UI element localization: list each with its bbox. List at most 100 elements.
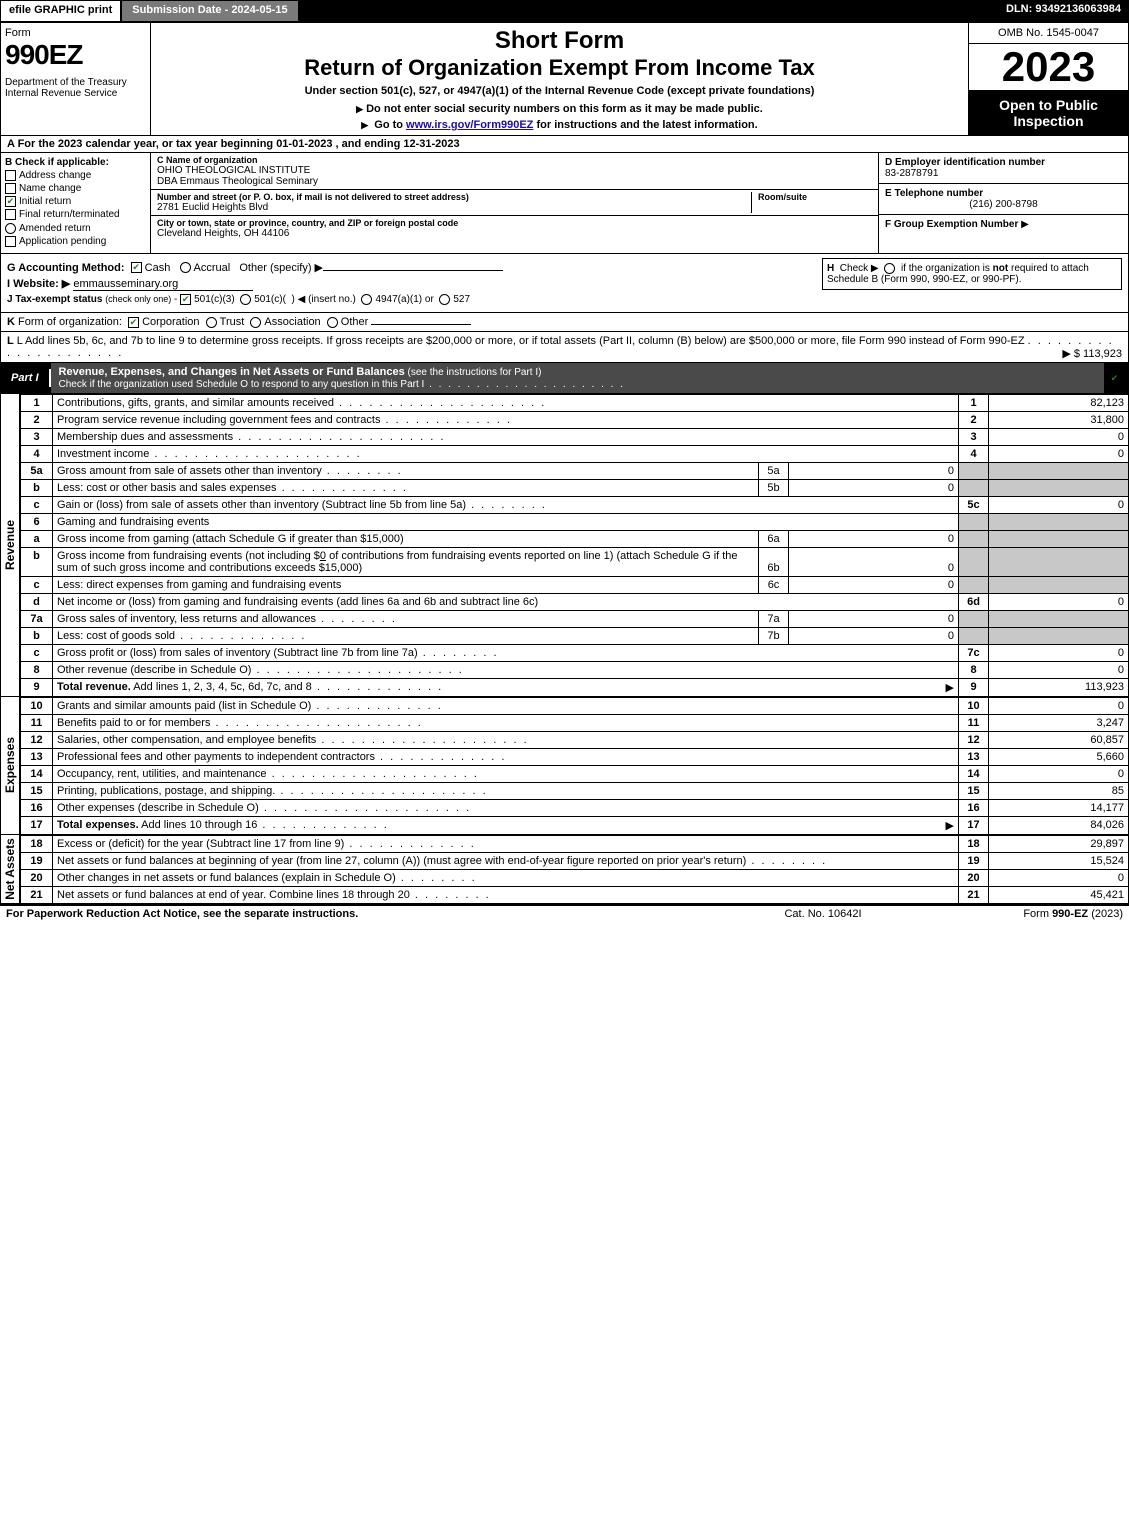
shaded [959, 479, 989, 496]
sub-num: 5b [759, 479, 789, 496]
chk-amended-return[interactable]: Amended return [5, 223, 146, 234]
part-i-sub: (see the instructions for Part I) [405, 367, 542, 378]
line-desc: Net assets or fund balances at beginning… [53, 852, 959, 869]
table-row: bLess: cost of goods sold7b0 [21, 627, 1129, 644]
row-j-tax-exempt: J Tax-exempt status (check only one) - 5… [7, 294, 1122, 305]
form-number: 990EZ [5, 39, 146, 71]
line-ref: 11 [959, 714, 989, 731]
department-label: Department of the Treasury Internal Reve… [5, 77, 146, 99]
line-num: 12 [21, 731, 53, 748]
row-l-gross-receipts: L L Add lines 5b, 6c, and 7b to line 9 t… [0, 332, 1129, 363]
sub-num: 6a [759, 530, 789, 547]
line-val: 3,247 [989, 714, 1129, 731]
efile-print-button[interactable]: efile GRAPHIC print [0, 0, 121, 22]
line-desc: Contributions, gifts, grants, and simila… [53, 394, 959, 411]
expenses-section: Expenses 10Grants and similar amounts pa… [0, 697, 1129, 835]
line-desc: Membership dues and assessments [53, 428, 959, 445]
radio-icon[interactable] [327, 317, 338, 328]
line-val: 84,026 [989, 816, 1129, 834]
sub-val: 0 [789, 462, 959, 479]
sub-val: 0 [789, 610, 959, 627]
i-label: I Website: ▶ [7, 278, 70, 290]
g-other-input[interactable] [323, 270, 503, 271]
table-row: cLess: direct expenses from gaming and f… [21, 576, 1129, 593]
line-ref: 16 [959, 799, 989, 816]
line-num: c [21, 644, 53, 661]
line-val: 0 [989, 765, 1129, 782]
line-ref: 2 [959, 411, 989, 428]
line-desc: Total revenue. Add lines 1, 2, 3, 4, 5c,… [53, 678, 959, 696]
shaded [989, 610, 1129, 627]
section-ghij: G Accounting Method: Cash Accrual Other … [0, 254, 1129, 313]
goto-pre: Go to [374, 119, 406, 131]
radio-icon[interactable] [884, 263, 895, 274]
phone-label: E Telephone number [885, 188, 1122, 199]
table-row: 7aGross sales of inventory, less returns… [21, 610, 1129, 627]
chk-application-pending[interactable]: Application pending [5, 236, 146, 247]
checkbox-icon [5, 170, 16, 181]
header-center: Short Form Return of Organization Exempt… [151, 23, 968, 135]
chk-label: Initial return [19, 196, 71, 207]
checkbox-icon[interactable] [131, 262, 142, 273]
table-row: 13Professional fees and other payments t… [21, 748, 1129, 765]
shaded [959, 547, 989, 576]
line-val: 0 [989, 428, 1129, 445]
radio-icon[interactable] [206, 317, 217, 328]
line-num: 15 [21, 782, 53, 799]
table-row: 19Net assets or fund balances at beginni… [21, 852, 1129, 869]
goto-post: for instructions and the latest informat… [536, 119, 757, 131]
goto-arrow-icon [361, 119, 371, 131]
sub-val: 0 [789, 479, 959, 496]
k-other-input[interactable] [371, 324, 471, 325]
arrow-left-icon: ◀ [298, 294, 306, 305]
radio-icon[interactable] [240, 294, 251, 305]
line-val: 45,421 [989, 886, 1129, 903]
sub-val: 0 [789, 547, 959, 576]
row-h-schedule-b: H Check ▶ if the organization is not req… [822, 258, 1122, 290]
chk-initial-return[interactable]: Initial return [5, 196, 146, 207]
part-i-checkbox[interactable] [1104, 372, 1128, 384]
room-label: Room/suite [758, 192, 872, 202]
chk-name-change[interactable]: Name change [5, 183, 146, 194]
line-val: 31,800 [989, 411, 1129, 428]
g-accrual: Accrual [194, 262, 231, 274]
line-num: 5a [21, 462, 53, 479]
chk-label: Amended return [19, 223, 91, 234]
checkbox-icon[interactable] [128, 317, 139, 328]
checkbox-icon [5, 209, 16, 220]
line-num: 18 [21, 835, 53, 852]
radio-icon[interactable] [439, 294, 450, 305]
radio-icon[interactable] [180, 262, 191, 273]
table-row: bGross income from fundraising events (n… [21, 547, 1129, 576]
line-val: 0 [989, 697, 1129, 714]
shaded [989, 530, 1129, 547]
line-num: 20 [21, 869, 53, 886]
chk-final-return[interactable]: Final return/terminated [5, 209, 146, 220]
website-value: emmausseminary.org [73, 278, 253, 291]
chk-address-change[interactable]: Address change [5, 170, 146, 181]
checkbox-icon [5, 236, 16, 247]
radio-icon[interactable] [361, 294, 372, 305]
line-desc: Other revenue (describe in Schedule O) [53, 661, 959, 678]
radio-icon[interactable] [250, 317, 261, 328]
line-desc: Program service revenue including govern… [53, 411, 959, 428]
org-name-2: DBA Emmaus Theological Seminary [157, 176, 872, 187]
line-num: b [21, 627, 53, 644]
page-footer: For Paperwork Reduction Act Notice, see … [0, 904, 1129, 922]
cell-address: Number and street (or P. O. box, if mail… [151, 190, 878, 216]
top-bar: efile GRAPHIC print Submission Date - 20… [0, 0, 1129, 22]
line-val: 5,660 [989, 748, 1129, 765]
part-i-title: Revenue, Expenses, and Changes in Net As… [51, 363, 1104, 393]
line-val: 0 [989, 496, 1129, 513]
line-ref: 4 [959, 445, 989, 462]
line-ref: 15 [959, 782, 989, 799]
chk-label: Name change [19, 183, 81, 194]
line-num: b [21, 479, 53, 496]
part-i-check-line: Check if the organization used Schedule … [59, 379, 425, 390]
line-ref: 21 [959, 886, 989, 903]
line-ref: 14 [959, 765, 989, 782]
checkbox-icon[interactable] [180, 294, 191, 305]
chk-label: Address change [19, 170, 91, 181]
goto-link[interactable]: www.irs.gov/Form990EZ [406, 119, 533, 131]
g-cash: Cash [145, 262, 171, 274]
